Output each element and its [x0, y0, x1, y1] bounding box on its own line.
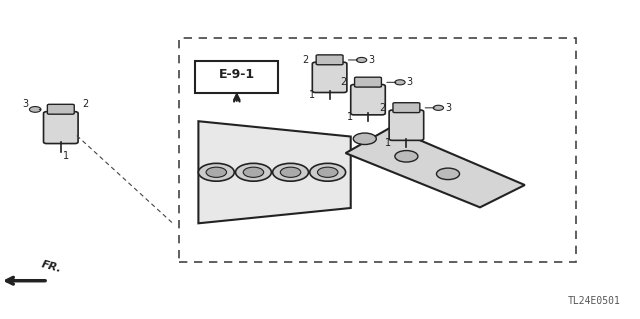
Bar — [179, 38, 576, 262]
Text: 2: 2 — [82, 99, 88, 109]
Text: 2: 2 — [340, 77, 347, 87]
Text: TL24E0501: TL24E0501 — [568, 296, 621, 306]
Circle shape — [353, 133, 376, 145]
FancyBboxPatch shape — [316, 55, 343, 65]
Text: 2: 2 — [302, 55, 308, 65]
Text: E-9-1: E-9-1 — [219, 69, 255, 81]
Text: FR.: FR. — [40, 259, 63, 274]
Text: 1: 1 — [347, 112, 353, 122]
Circle shape — [206, 167, 227, 177]
Circle shape — [395, 151, 418, 162]
FancyBboxPatch shape — [44, 112, 78, 144]
Text: 3: 3 — [22, 99, 29, 109]
Polygon shape — [346, 128, 525, 207]
Text: 2: 2 — [379, 103, 385, 113]
Circle shape — [310, 163, 346, 181]
Circle shape — [395, 80, 405, 85]
Circle shape — [433, 105, 444, 110]
FancyBboxPatch shape — [195, 61, 278, 93]
Circle shape — [198, 163, 234, 181]
Circle shape — [436, 168, 460, 180]
FancyBboxPatch shape — [351, 85, 385, 115]
Text: 1: 1 — [63, 151, 69, 161]
FancyBboxPatch shape — [47, 104, 74, 114]
FancyBboxPatch shape — [389, 110, 424, 140]
Circle shape — [356, 57, 367, 63]
FancyBboxPatch shape — [355, 77, 381, 87]
Circle shape — [280, 167, 301, 177]
Circle shape — [236, 163, 271, 181]
Text: 3: 3 — [406, 77, 413, 87]
Circle shape — [29, 107, 41, 112]
Polygon shape — [198, 121, 351, 223]
Text: 3: 3 — [368, 55, 374, 65]
FancyBboxPatch shape — [312, 62, 347, 93]
Text: 1: 1 — [385, 138, 392, 148]
Circle shape — [243, 167, 264, 177]
FancyBboxPatch shape — [393, 103, 420, 113]
Circle shape — [317, 167, 338, 177]
Circle shape — [273, 163, 308, 181]
Text: 3: 3 — [445, 103, 451, 113]
Text: 1: 1 — [308, 90, 315, 100]
